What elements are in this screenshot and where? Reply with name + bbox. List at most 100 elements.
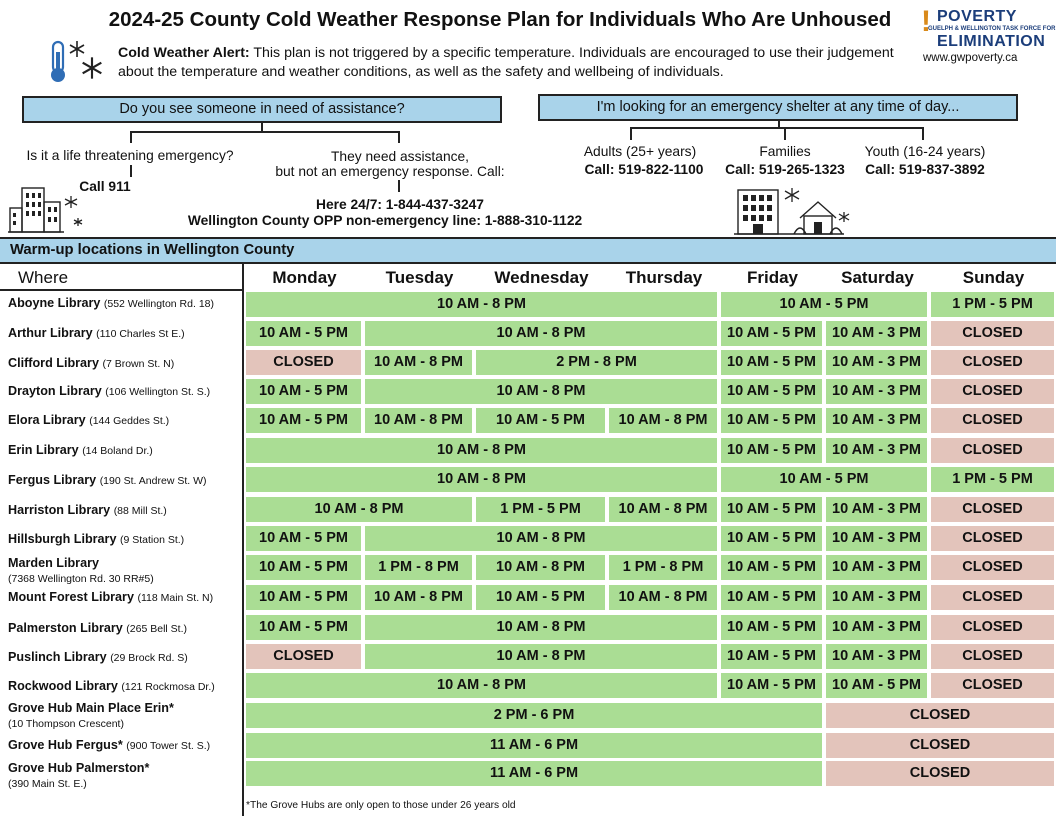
day-header-monday: Monday xyxy=(272,268,337,287)
hours-cell: 10 AM - 5 PM xyxy=(721,497,822,522)
hours-cell: 10 AM - 5 PM xyxy=(721,467,927,492)
day-header-wednesday: Wednesday xyxy=(494,268,589,287)
hours-cell: 10 AM - 5 PM xyxy=(721,526,822,551)
location-label: Rockwood Library (121 Rockmosa Dr.) xyxy=(8,679,215,695)
logo-website: www.gwpoverty.ca xyxy=(923,52,1018,64)
hours-cell: 10 AM - 8 PM xyxy=(365,526,717,551)
hours-cell-closed: CLOSED xyxy=(931,408,1054,433)
hours-cell: 10 AM - 8 PM xyxy=(365,350,472,375)
location-name: Palmerston Library xyxy=(8,621,123,635)
hours-cell: 10 AM - 8 PM xyxy=(365,644,717,669)
location-label: Mount Forest Library (118 Main St. N) xyxy=(8,590,213,606)
alert-text: This plan is not triggered by a specific… xyxy=(118,45,894,80)
hours-cell-closed: CLOSED xyxy=(246,644,361,669)
hours-cell: 1 PM - 8 PM xyxy=(365,555,472,580)
hours-cell: 10 AM - 8 PM xyxy=(246,292,717,317)
hours-cell-closed: CLOSED xyxy=(246,350,361,375)
hours-cell: 10 AM - 5 PM xyxy=(721,292,927,317)
hours-cell: 1 PM - 5 PM xyxy=(931,467,1054,492)
hours-cell-closed: CLOSED xyxy=(931,497,1054,522)
hours-cell: 1 PM - 5 PM xyxy=(476,497,605,522)
location-name: Elora Library xyxy=(8,413,86,427)
logo-exclamation-icon: ! xyxy=(921,5,931,38)
hours-cell: 10 AM - 8 PM xyxy=(365,615,717,640)
hours-cell: 10 AM - 5 PM xyxy=(721,585,822,610)
location-name: Hillsburgh Library xyxy=(8,532,117,546)
location-label: Palmerston Library (265 Bell St.) xyxy=(8,621,187,637)
location-name: Arthur Library xyxy=(8,326,93,340)
location-name: Drayton Library xyxy=(8,384,102,398)
shelter-families-label: Families xyxy=(759,144,811,159)
opp-line: Wellington County OPP non-emergency line… xyxy=(187,213,583,228)
call-911: Call 911 xyxy=(79,179,131,194)
location-address: (7 Brown St. N) xyxy=(102,358,175,370)
hours-cell-closed: CLOSED xyxy=(931,321,1054,346)
page-title: 2024-25 County Cold Weather Response Pla… xyxy=(108,8,892,31)
hours-cell: 10 AM - 3 PM xyxy=(826,615,927,640)
hours-cell: 11 AM - 6 PM xyxy=(246,761,822,786)
location-address: (118 Main St. N) xyxy=(137,592,214,604)
location-label: Clifford Library (7 Brown St. N) xyxy=(8,356,174,372)
location-address: (88 Mill St.) xyxy=(113,505,167,517)
building-icon xyxy=(8,187,83,233)
snowflake-icon xyxy=(69,41,85,57)
hours-cell: 10 AM - 5 PM xyxy=(476,408,605,433)
location-name: Grove Hub Palmerston* xyxy=(8,761,150,775)
hours-cell: 2 PM - 8 PM xyxy=(476,350,717,375)
location-label: Puslinch Library (29 Brock Rd. S) xyxy=(8,650,188,666)
shelter-youth-call: Call: 519-837-3892 xyxy=(865,162,985,177)
hours-cell: 1 PM - 5 PM xyxy=(931,292,1054,317)
hours-cell-closed: CLOSED xyxy=(931,644,1054,669)
hours-cell: 10 AM - 3 PM xyxy=(826,526,927,551)
thermometer-icon xyxy=(51,40,65,82)
location-address: (144 Geddes St.) xyxy=(89,415,170,427)
hours-cell: 10 AM - 3 PM xyxy=(826,438,927,463)
hours-cell-closed: CLOSED xyxy=(931,438,1054,463)
hours-cell: 10 AM - 3 PM xyxy=(826,497,927,522)
warmup-header: Warm-up locations in Wellington County xyxy=(0,237,1056,264)
hours-cell: 10 AM - 3 PM xyxy=(826,350,927,375)
hours-cell: 10 AM - 5 PM xyxy=(721,673,822,698)
location-name: Mount Forest Library xyxy=(8,590,134,604)
hours-cell-closed: CLOSED xyxy=(826,703,1054,728)
hours-cell: 10 AM - 5 PM xyxy=(476,585,605,610)
hours-cell-closed: CLOSED xyxy=(931,526,1054,551)
location-name: Clifford Library xyxy=(8,356,99,370)
hours-cell: 10 AM - 5 PM xyxy=(721,408,822,433)
location-label: Aboyne Library (552 Wellington Rd. 18) xyxy=(8,296,214,312)
location-address: (14 Boland Dr.) xyxy=(82,445,153,457)
hours-cell: 10 AM - 8 PM xyxy=(476,555,605,580)
location-label: Erin Library (14 Boland Dr.) xyxy=(8,443,153,459)
hours-cell-closed: CLOSED xyxy=(931,615,1054,640)
day-header-saturday: Saturday xyxy=(841,268,914,287)
hours-cell: 10 AM - 8 PM xyxy=(365,321,717,346)
day-header-thursday: Thursday xyxy=(625,268,703,287)
location-label: Fergus Library (190 St. Andrew St. W) xyxy=(8,473,206,489)
location-name: Marden Library xyxy=(8,556,99,570)
hours-cell: 10 AM - 3 PM xyxy=(826,408,927,433)
hours-cell: 10 AM - 3 PM xyxy=(826,585,927,610)
location-address: (190 St. Andrew St. W) xyxy=(99,475,207,487)
alert-label: Cold Weather Alert: xyxy=(118,45,250,61)
need-assistance-text: They need assistance, xyxy=(330,149,470,164)
hours-cell: 10 AM - 5 PM xyxy=(721,555,822,580)
shelter-youth-label: Youth (16-24 years) xyxy=(864,144,986,159)
hours-cell: 10 AM - 8 PM xyxy=(609,408,717,433)
shelter-adults-call: Call: 519-822-1100 xyxy=(584,162,704,177)
hours-cell-closed: CLOSED xyxy=(826,761,1054,786)
where-column-header: Where xyxy=(18,268,69,287)
location-address: (10 Thompson Crescent) xyxy=(8,718,124,730)
cold-weather-alert: Cold Weather Alert: This plan is not tri… xyxy=(118,44,908,82)
hours-cell: 10 AM - 3 PM xyxy=(826,644,927,669)
location-address: (29 Brock Rd. S) xyxy=(110,652,188,664)
hours-cell: 10 AM - 3 PM xyxy=(826,321,927,346)
location-name: Erin Library xyxy=(8,443,79,457)
shelter-families-call: Call: 519-265-1323 xyxy=(725,162,845,177)
shelter-header: I'm looking for an emergency shelter at … xyxy=(538,94,1018,121)
hours-cell: 10 AM - 5 PM xyxy=(246,526,361,551)
snowflake-icon xyxy=(82,57,102,79)
hours-cell-closed: CLOSED xyxy=(931,585,1054,610)
houses-icon xyxy=(734,188,850,235)
hours-cell-closed: CLOSED xyxy=(931,555,1054,580)
footnote: *The Grove Hubs are only open to those u… xyxy=(246,800,516,811)
